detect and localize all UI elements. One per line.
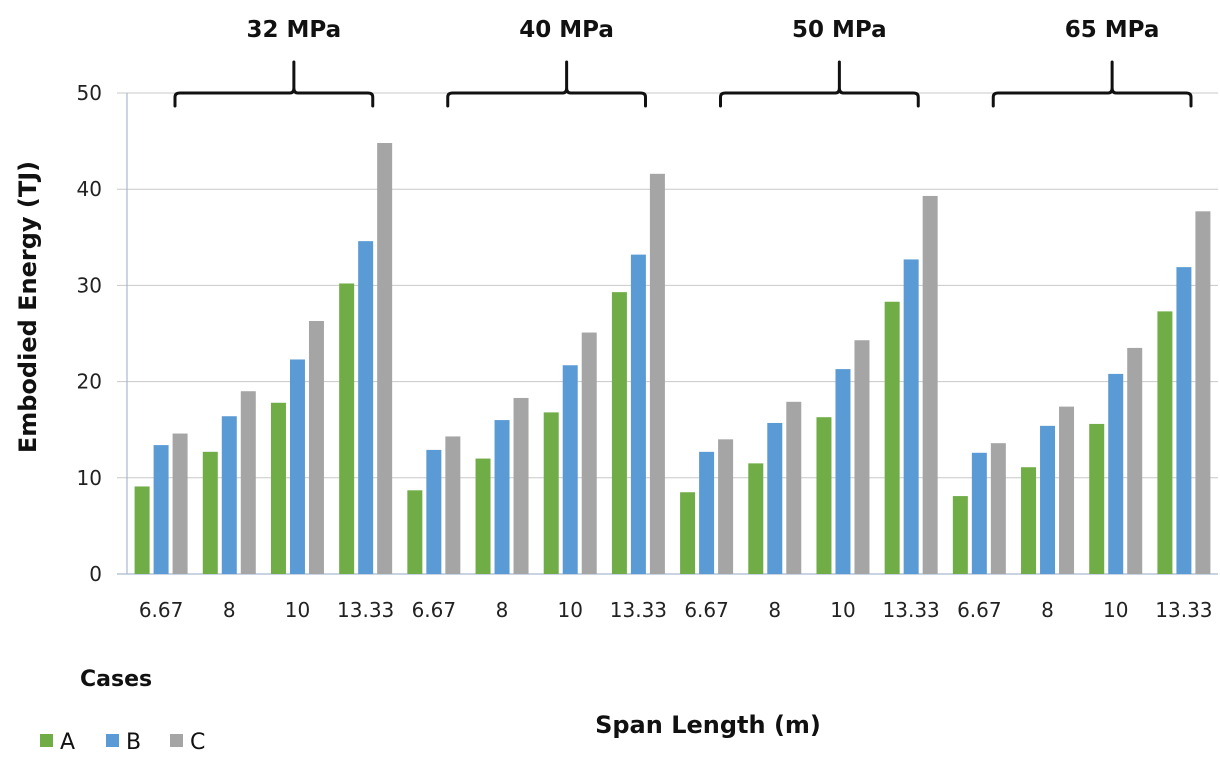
group-label: 50 MPa — [792, 17, 887, 43]
bar-b — [426, 449, 442, 574]
bar-b — [289, 359, 305, 574]
group-label: 32 MPa — [247, 17, 342, 43]
x-tick-label: 8 — [1041, 598, 1054, 622]
bar-c — [308, 320, 324, 574]
bar-b — [1176, 267, 1192, 574]
legend-label-b: B — [126, 730, 141, 755]
y-tick-label: 10 — [77, 466, 102, 490]
x-tick-label: 13.33 — [1155, 598, 1212, 622]
bar-c — [240, 391, 256, 574]
group-label: 40 MPa — [519, 17, 614, 43]
bar-a — [884, 301, 900, 574]
bar-b — [699, 451, 715, 574]
bar-b — [221, 416, 237, 574]
y-tick-label: 0 — [89, 562, 102, 586]
bar-c — [1195, 211, 1211, 575]
y-tick-label: 50 — [77, 81, 102, 105]
bar-a — [134, 486, 150, 574]
x-tick-label: 6.67 — [139, 598, 184, 622]
bar-a — [543, 412, 559, 574]
group-labels: 32 MPa 40 MPa 50 MPa 65 MPa — [247, 17, 1160, 43]
bar-c — [513, 397, 529, 574]
bar-b — [971, 452, 987, 574]
y-tick-label: 30 — [77, 273, 102, 297]
bar-a — [611, 292, 627, 574]
group-braces — [173, 60, 1193, 108]
bar-b — [1108, 373, 1124, 574]
x-tick-label: 13.33 — [610, 598, 667, 622]
bar-b — [835, 369, 851, 574]
y-axis-title: Embodied Energy (TJ) — [14, 161, 42, 453]
bars — [134, 143, 1211, 575]
legend: A B C — [40, 730, 205, 755]
x-tick-label: 10 — [285, 598, 310, 622]
bar-a — [816, 417, 832, 574]
bar-c — [377, 143, 393, 575]
bar-a — [475, 458, 491, 574]
bar-c — [990, 443, 1006, 574]
bar-b — [562, 365, 578, 574]
bar-a — [1089, 423, 1105, 574]
bar-a — [407, 490, 423, 574]
legend-swatch-a — [40, 734, 53, 747]
bar-c — [649, 173, 665, 575]
group-label: 65 MPa — [1065, 17, 1160, 43]
x-tick-label: 6.67 — [957, 598, 1002, 622]
legend-swatch-b — [106, 734, 119, 747]
x-tick-label: 6.67 — [684, 598, 729, 622]
y-tick-labels: 0 10 20 30 40 50 — [77, 81, 102, 586]
x-tick-labels: 6.67 8 10 13.33 6.67 8 10 13.33 6.67 8 10 13.33 6.67… — [139, 598, 1213, 622]
legend-label-a: A — [60, 730, 75, 755]
bar-a — [270, 402, 286, 574]
bar-a — [680, 492, 696, 574]
legend-title: Cases — [80, 667, 152, 692]
bar-b — [767, 422, 783, 574]
bar-a — [339, 283, 355, 574]
bar-b — [494, 420, 510, 574]
bar-c — [1059, 406, 1075, 574]
bar-c — [1127, 347, 1143, 574]
bar-a — [1021, 467, 1037, 574]
bar-c — [854, 340, 870, 574]
x-tick-label: 8 — [223, 598, 236, 622]
bar-a — [952, 496, 968, 574]
x-tick-label: 13.33 — [883, 598, 940, 622]
bar-b — [903, 259, 919, 574]
legend-swatch-c — [170, 734, 183, 747]
bar-a — [202, 451, 218, 574]
bar-c — [718, 439, 734, 574]
bar-a — [1157, 311, 1173, 574]
group-brace — [991, 60, 1193, 108]
group-brace — [719, 60, 920, 108]
x-tick-label: 6.67 — [412, 598, 457, 622]
x-tick-label: 10 — [1103, 598, 1128, 622]
bar-b — [630, 254, 646, 574]
x-tick-label: 10 — [830, 598, 855, 622]
bar-b — [1040, 425, 1056, 574]
bar-c — [922, 195, 938, 574]
x-axis-title: Span Length (m) — [595, 711, 821, 739]
group-brace — [173, 60, 375, 108]
x-tick-label: 10 — [557, 598, 582, 622]
bar-c — [172, 433, 188, 574]
bar-b — [358, 241, 374, 574]
bar-a — [748, 463, 764, 574]
y-tick-label: 40 — [77, 177, 102, 201]
y-tick-label: 20 — [77, 370, 102, 394]
x-tick-label: 8 — [496, 598, 509, 622]
x-tick-label: 8 — [768, 598, 781, 622]
group-brace — [446, 60, 647, 108]
bar-c — [786, 401, 802, 574]
x-tick-label: 13.33 — [337, 598, 394, 622]
bar-c — [445, 436, 461, 574]
bar-c — [581, 332, 597, 574]
bar-b — [153, 445, 169, 574]
legend-label-c: C — [190, 730, 205, 755]
